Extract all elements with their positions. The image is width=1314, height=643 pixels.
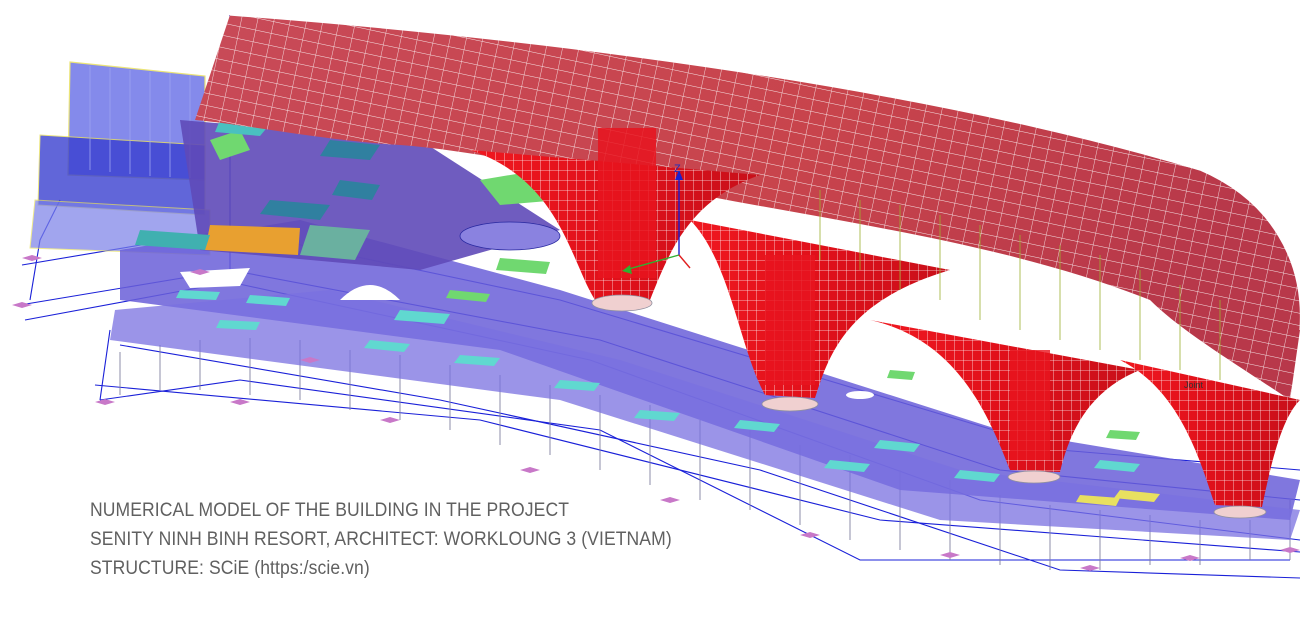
caption-line-3: STRUCTURE: SCiE (https:/scie.vn) xyxy=(90,557,370,579)
caption-line-2: SENITY NINH BINH RESORT, ARCHITECT: WORK… xyxy=(90,528,672,550)
caption-line-1: NUMERICAL MODEL OF THE BUILDING IN THE P… xyxy=(90,499,570,521)
funnel-column-2 xyxy=(690,220,950,412)
funnel-column-4 xyxy=(1120,360,1300,519)
roof-shell xyxy=(195,14,1302,400)
joint-label: Joint xyxy=(1184,380,1204,390)
global-axis-icon: Z xyxy=(622,163,691,274)
slab-panels xyxy=(135,120,1160,506)
funnel-column-3 xyxy=(870,320,1140,484)
left-block xyxy=(29,61,211,256)
axis-z-label: Z xyxy=(674,163,681,175)
figure-caption: NUMERICAL MODEL OF THE BUILDING IN THE P… xyxy=(90,496,672,583)
supports xyxy=(12,255,1300,571)
funnel-columns xyxy=(470,128,1300,519)
roof-ribs xyxy=(819,190,1221,380)
funnel-column-1 xyxy=(470,128,760,312)
